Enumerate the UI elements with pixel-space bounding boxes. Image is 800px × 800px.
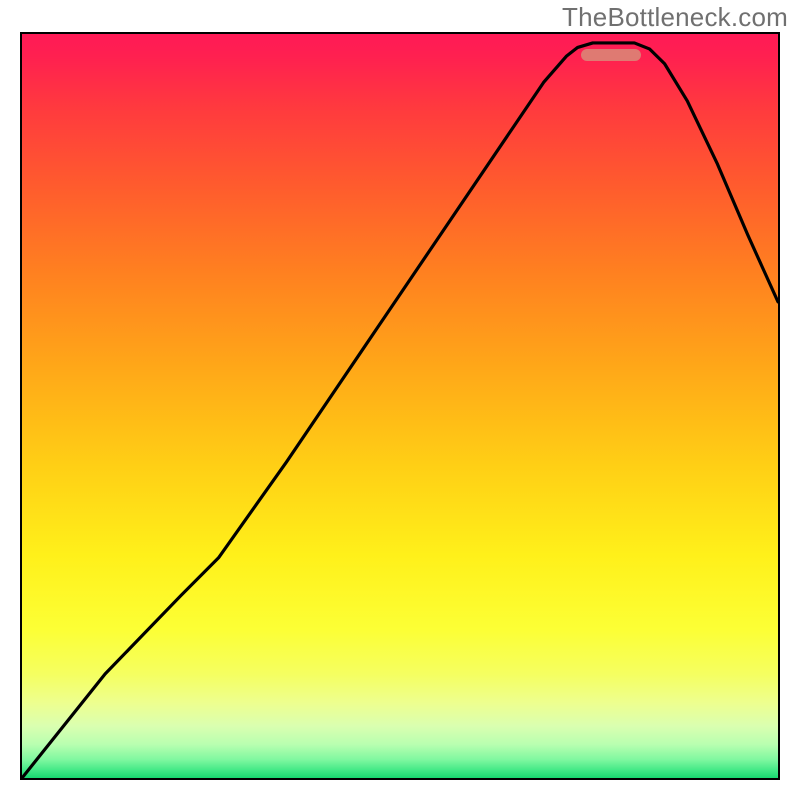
watermark: TheBottleneck.com: [562, 2, 788, 33]
chart-plot-area: [20, 32, 780, 780]
chart-line: [22, 34, 778, 778]
